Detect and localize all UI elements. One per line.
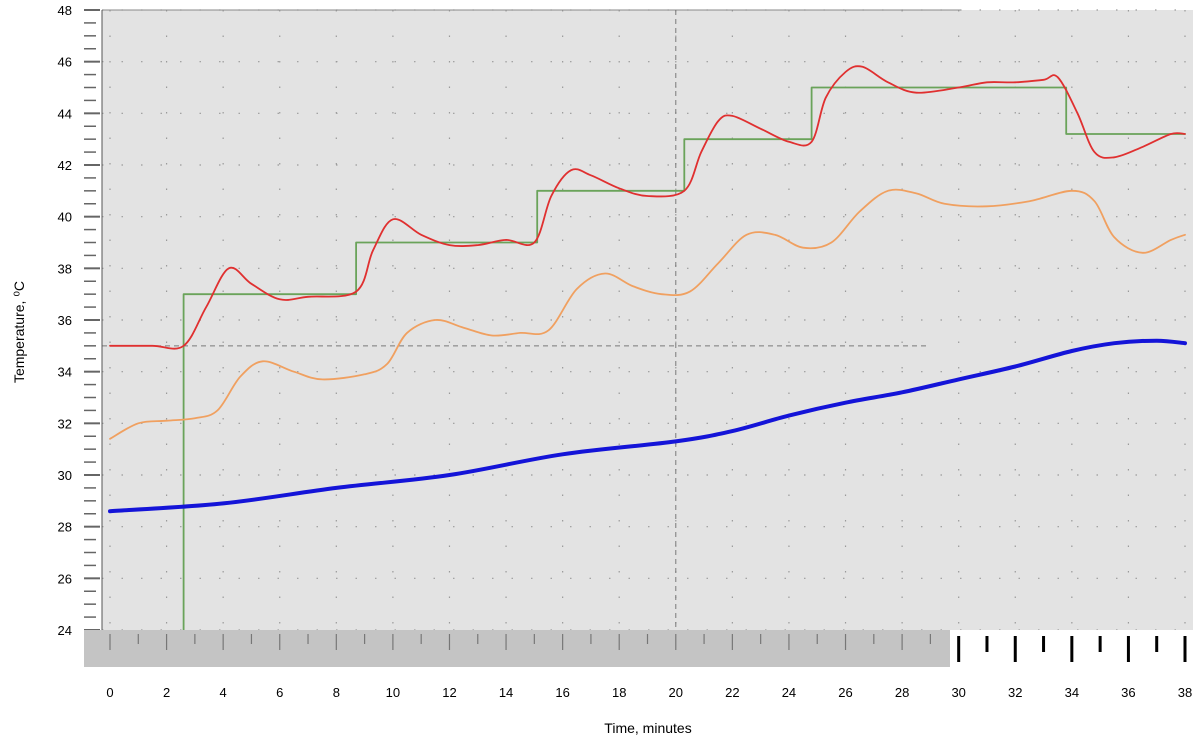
x-tick-label: 28 <box>895 685 909 700</box>
plot-background <box>102 10 1193 630</box>
x-tick-label: 16 <box>555 685 569 700</box>
series <box>108 65 1187 631</box>
x-axis: 0 2 4 6 8 10 12 14 16 18 20 22 24 26 28 30 32 34 36 38 <box>106 685 1192 700</box>
reference-lines <box>102 10 930 630</box>
grid <box>102 9 1193 631</box>
x-tick-label: 22 <box>725 685 739 700</box>
y-tick-label: 30 <box>58 468 72 483</box>
y-tick-label: 28 <box>58 520 72 535</box>
x-tick-label: 26 <box>838 685 852 700</box>
red-temperature-line <box>109 65 1186 350</box>
y-tick-label: 48 <box>58 3 72 18</box>
y-tick-label: 42 <box>58 158 72 173</box>
y-tick-label: 40 <box>58 210 72 225</box>
y-tick-label: 36 <box>58 313 72 328</box>
y-tick-label: 44 <box>58 106 72 121</box>
y-axis: 24 26 28 30 32 34 36 38 40 42 44 46 48 <box>58 3 103 638</box>
x-tick-label: 18 <box>612 685 626 700</box>
y-tick-label: 38 <box>58 261 72 276</box>
y-tick-label: 24 <box>58 623 72 638</box>
y-tick-label: 32 <box>58 416 72 431</box>
x-tick-label: 12 <box>442 685 456 700</box>
x-tick-label: 6 <box>276 685 283 700</box>
x-tick-label: 2 <box>163 685 170 700</box>
x-tick-label: 10 <box>386 685 400 700</box>
orange-temperature-line <box>109 188 1186 440</box>
y-axis-title: Temperature, ⁰C <box>11 281 27 383</box>
y-tick-label: 26 <box>58 571 72 586</box>
x-tick-label: 32 <box>1008 685 1022 700</box>
x-tick-label: 24 <box>782 685 796 700</box>
y-tick-label: 46 <box>58 55 72 70</box>
x-tick-label: 36 <box>1121 685 1135 700</box>
x-tick-label: 34 <box>1065 685 1079 700</box>
ruler-ticks <box>109 630 1193 667</box>
x-tick-label: 4 <box>220 685 227 700</box>
x-tick-label: 8 <box>333 685 340 700</box>
blue-temperature-line <box>108 338 1187 514</box>
x-tick-label: 0 <box>106 685 113 700</box>
x-axis-title: Time, minutes <box>604 720 691 736</box>
x-tick-label: 38 <box>1178 685 1192 700</box>
x-tick-label: 30 <box>951 685 965 700</box>
x-tick-label: 14 <box>499 685 513 700</box>
x-tick-label: 20 <box>669 685 683 700</box>
y-tick-label: 34 <box>58 365 72 380</box>
